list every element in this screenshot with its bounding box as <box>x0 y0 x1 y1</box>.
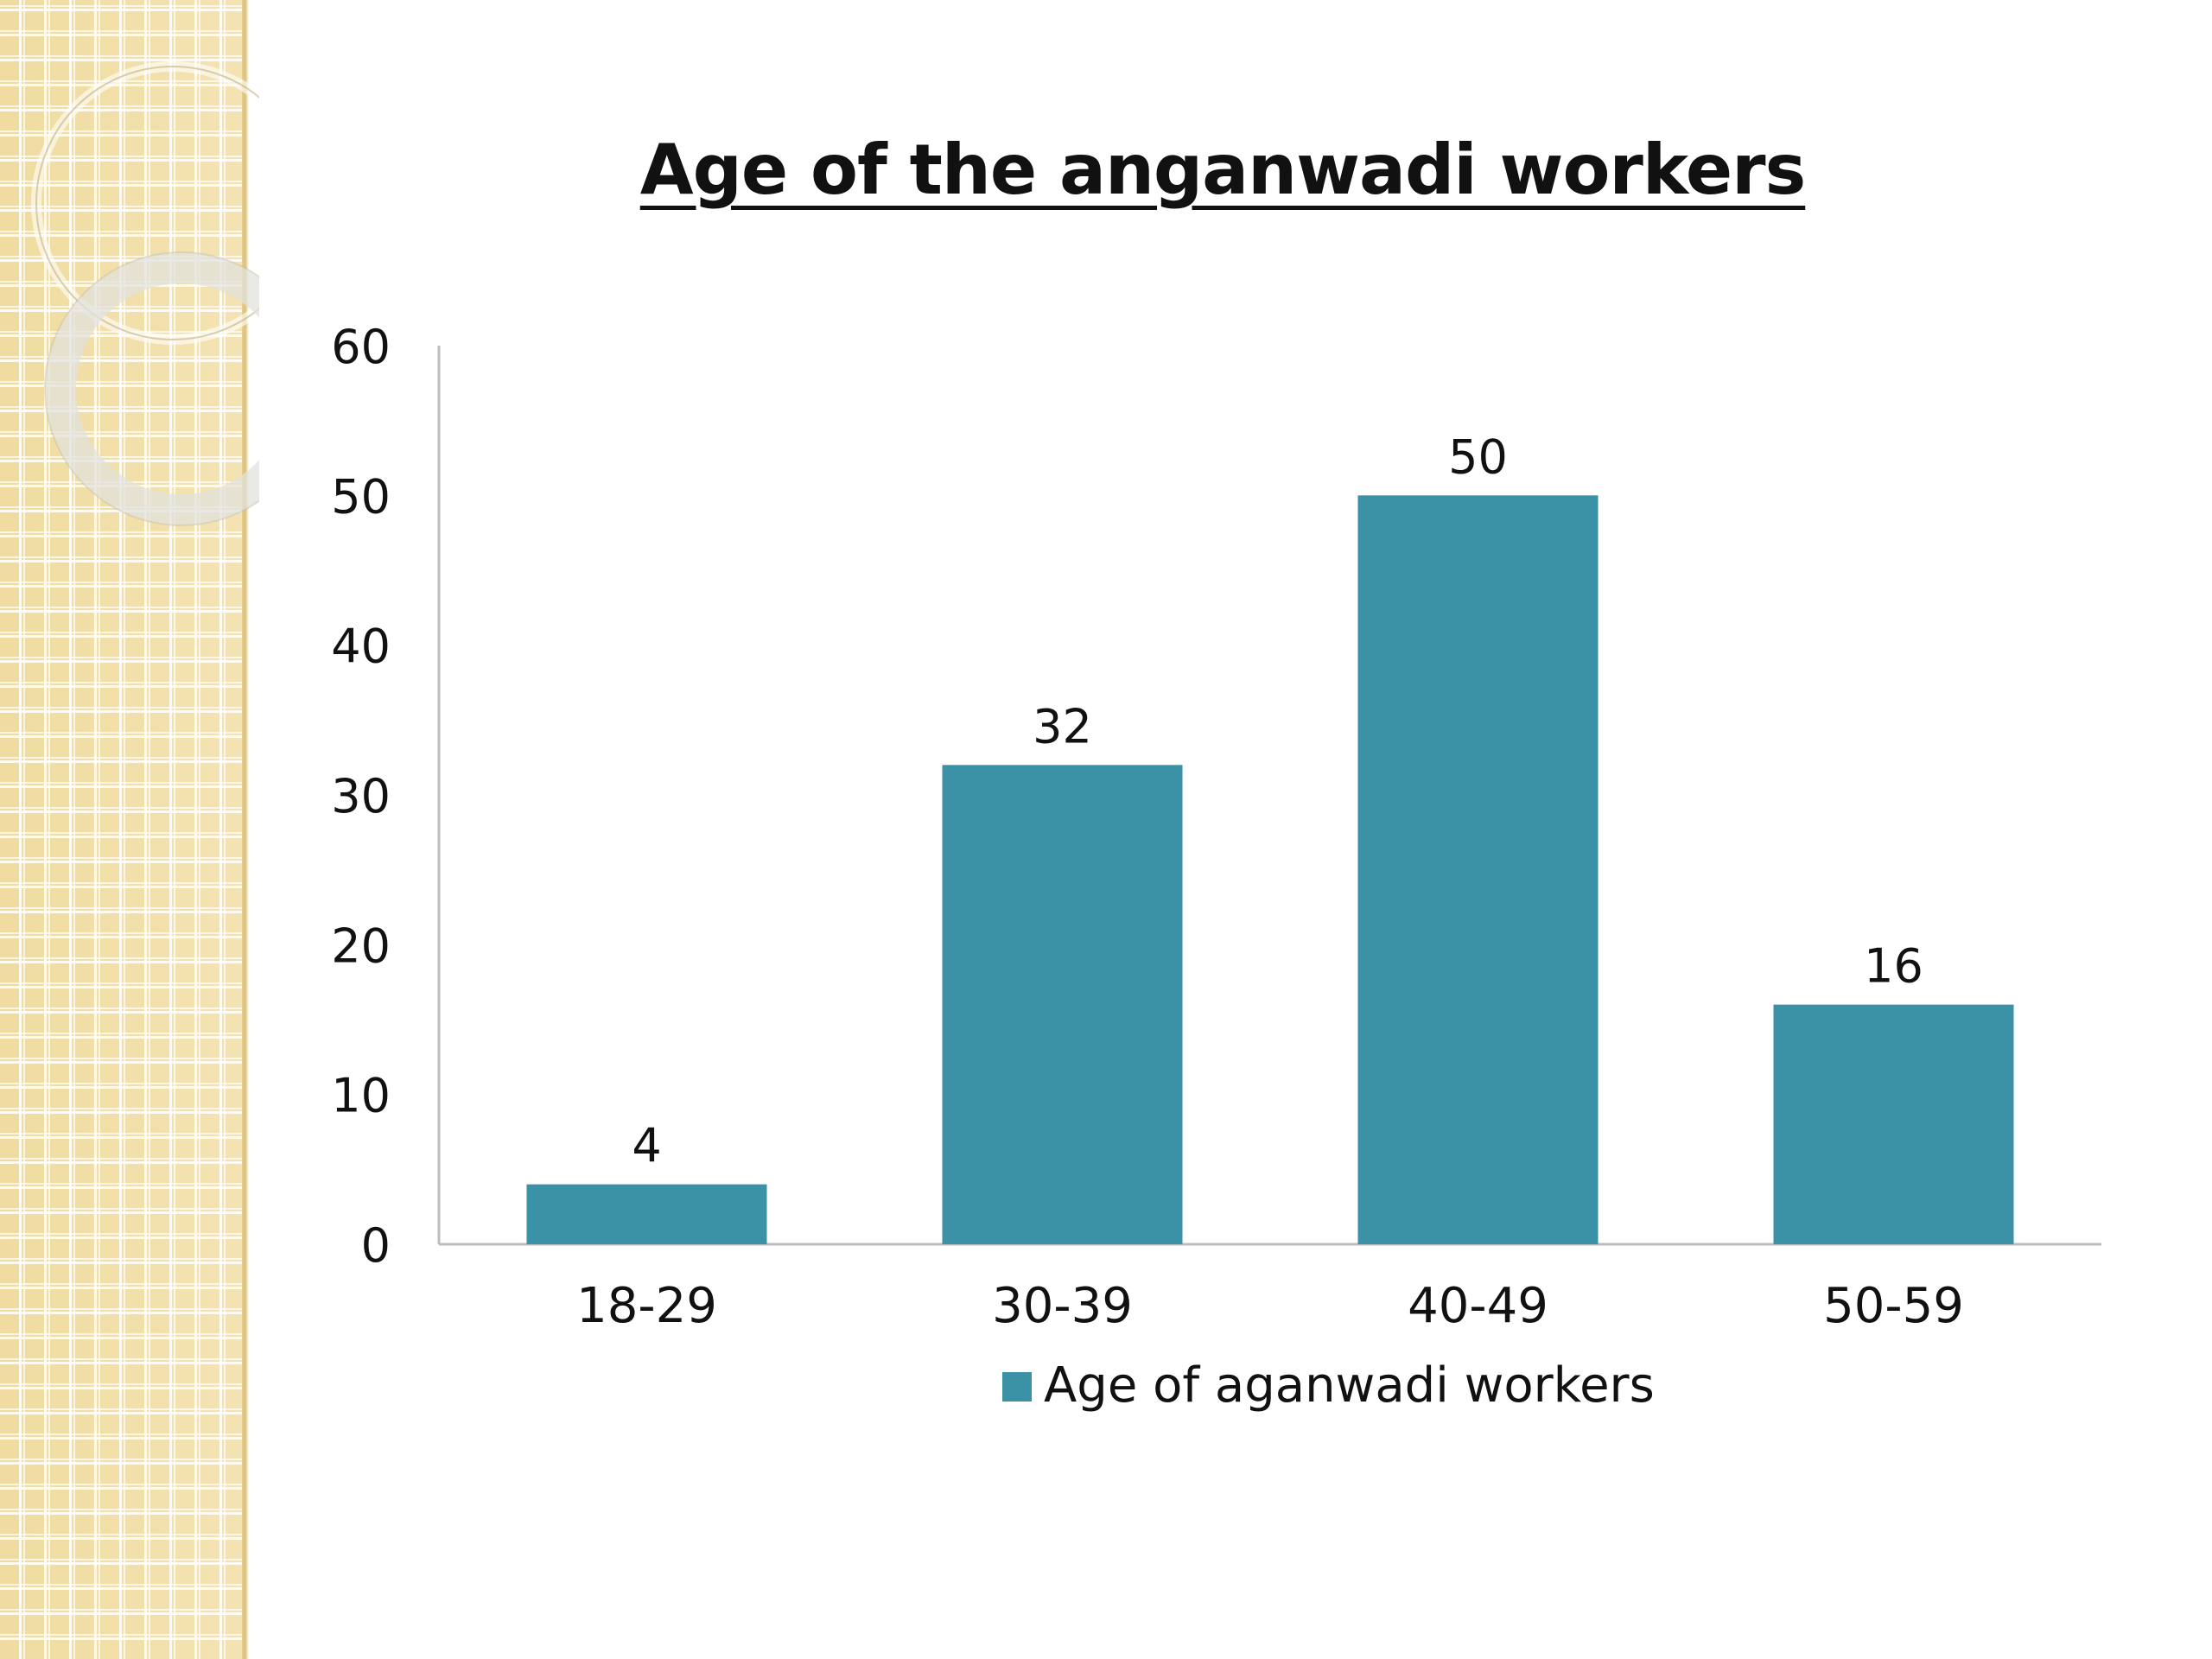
y-tick-label: 20 <box>331 918 391 973</box>
bar-18-29 <box>526 1184 767 1244</box>
y-tick-label: 50 <box>331 469 391 524</box>
y-tick-label: 0 <box>361 1218 391 1273</box>
x-category-label: 30-39 <box>992 1278 1133 1334</box>
bar-30-39 <box>942 765 1183 1244</box>
data-label: 4 <box>632 1119 661 1173</box>
x-category-label: 40-49 <box>1408 1278 1548 1334</box>
y-tick-label: 60 <box>331 320 391 374</box>
chart-title: Age of the anganwadi workers <box>639 130 1806 210</box>
side-panel-edge <box>242 0 249 1659</box>
x-category-label: 50-59 <box>1823 1278 1964 1334</box>
data-label: 16 <box>1864 939 1923 994</box>
slide-title: Age of the anganwadi workers <box>0 130 2212 210</box>
data-label: 50 <box>1448 429 1508 484</box>
legend-swatch <box>1002 1372 1032 1402</box>
y-tick-label: 30 <box>331 769 391 823</box>
legend-label: Age of aganwadi workers <box>1044 1357 1655 1414</box>
large-ring-outline <box>35 66 259 340</box>
small-ring-outer-edge <box>44 251 259 526</box>
decorative-rings <box>31 61 259 526</box>
y-tick-label: 10 <box>331 1069 391 1123</box>
data-label: 32 <box>1033 699 1092 753</box>
bar-50-59 <box>1773 1004 2014 1244</box>
small-ring <box>45 252 259 525</box>
bar-40-49 <box>1357 495 1599 1244</box>
y-tick-label: 40 <box>331 620 391 674</box>
x-category-label: 18-29 <box>576 1278 717 1334</box>
